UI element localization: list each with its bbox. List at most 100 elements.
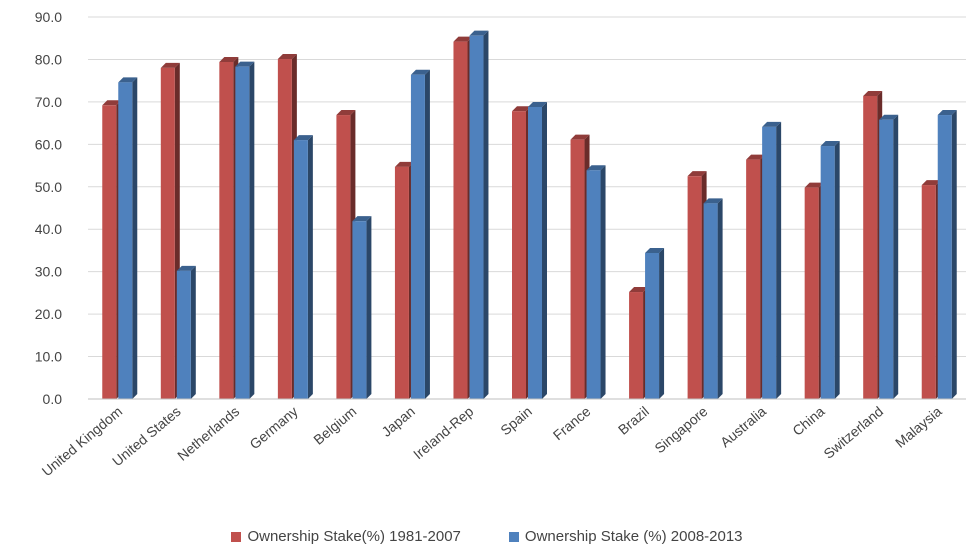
bar-2-singapore [703,198,723,399]
bar-front [746,159,761,399]
bar-2-belgium [352,216,372,399]
bar-2-australia [762,121,782,399]
y-tick-label: 60.0 [35,136,62,152]
x-tick-label: Japan [378,403,418,440]
bar-front [102,105,117,399]
bar-front [586,170,601,399]
bar-front [863,95,878,400]
y-tick-label: 40.0 [35,221,62,237]
y-tick-label: 90.0 [35,9,62,25]
y-tick-label: 30.0 [35,264,62,280]
bar-top [219,56,239,62]
bar-top [453,36,473,42]
bar-top [937,110,957,116]
legend-item-series-2: Ownership Stake (%) 2008-2013 [508,528,743,545]
bars [102,30,957,400]
bar-top [277,54,297,60]
x-tick-label: Germany [246,403,300,452]
bar-top [160,62,180,68]
bar-top [645,247,665,253]
bar-top [469,30,489,36]
bar-top [921,180,941,186]
bar-front [512,111,526,399]
bar-front [804,187,819,399]
bar-front [453,41,468,400]
bar-front [629,292,644,399]
legend-label-series-2: Ownership Stake (%) 2008-2013 [524,528,743,545]
bar-top [820,141,840,147]
bar-top [528,101,547,107]
bar-2-united-states [176,265,196,399]
bar-top [879,114,899,120]
x-tick-label: Australia [717,403,769,450]
bar-top [235,61,255,67]
bar-top [746,154,766,160]
bar-front [687,176,702,399]
bar-side [190,265,196,399]
bar-front [645,252,660,399]
bar-front [528,106,542,399]
bar-front [469,35,484,399]
legend-item-series-1: Ownership Stake(%) 1981-2007 [231,528,461,545]
bar-2-spain [528,101,547,399]
bar-front [820,146,835,399]
bar-top [336,110,356,116]
bar-front [762,126,777,399]
bar-top [118,77,138,83]
bar-front [703,203,718,399]
x-tick-label: Belgium [310,403,359,448]
bar-2-japan [410,69,430,400]
y-tick-label: 80.0 [35,51,62,67]
bar-side [483,30,489,399]
x-tick-label: Spain [497,403,535,438]
bar-side [600,165,606,399]
bar-top [687,171,707,177]
x-tick-label: China [789,403,827,439]
bar-2-france [586,165,606,399]
y-tick-label: 20.0 [35,306,62,322]
bar-top [586,165,606,171]
bar-side [249,61,255,399]
bar-top [176,265,196,271]
bar-front [352,221,367,399]
bar-front [160,67,175,399]
bar-front [219,61,234,399]
bar-2-united-kingdom [118,77,138,399]
bar-top [352,216,372,222]
bar-side [542,101,547,399]
bar-top [512,106,531,112]
x-tick-label: United Kingdom [39,403,126,479]
x-tick-label: Brazil [615,403,652,438]
bar-side [132,77,138,399]
legend-label-series-1: Ownership Stake(%) 1981-2007 [247,528,461,545]
bar-2-brazil [645,247,665,399]
bar-2-netherlands [235,61,255,399]
bar-top [804,182,824,188]
bar-front [394,166,409,399]
y-tick-label: 0.0 [43,391,63,407]
y-tick-label: 50.0 [35,179,62,195]
bar-2-malaysia [937,110,957,400]
y-axis-ticks: 0.0 10.0 20.0 30.0 40.0 50.0 60.0 70.0 80.0 90.0 [35,9,62,407]
bar-front [118,82,133,399]
bar-2-switzerland [879,114,899,400]
bar-side [951,110,957,400]
bar-side [659,247,665,399]
bar-2-germany [293,135,313,400]
bar-top [762,121,782,127]
x-tick-label: Netherlands [174,403,242,464]
x-tick-label: Ireland-Rep [410,403,476,462]
bar-front [235,66,250,399]
legend-swatch-series-1 [231,531,242,542]
x-tick-label: France [550,403,594,443]
bar-top [703,198,723,204]
bar-front [879,119,894,400]
bar-top [570,134,590,140]
bar-side [424,69,430,400]
legend: Ownership Stake(%) 1981-2007 Ownership S… [0,528,974,545]
bar-front [570,139,585,400]
legend-swatch-series-2 [508,531,519,542]
bar-front [176,270,191,399]
bar-front [293,140,308,400]
